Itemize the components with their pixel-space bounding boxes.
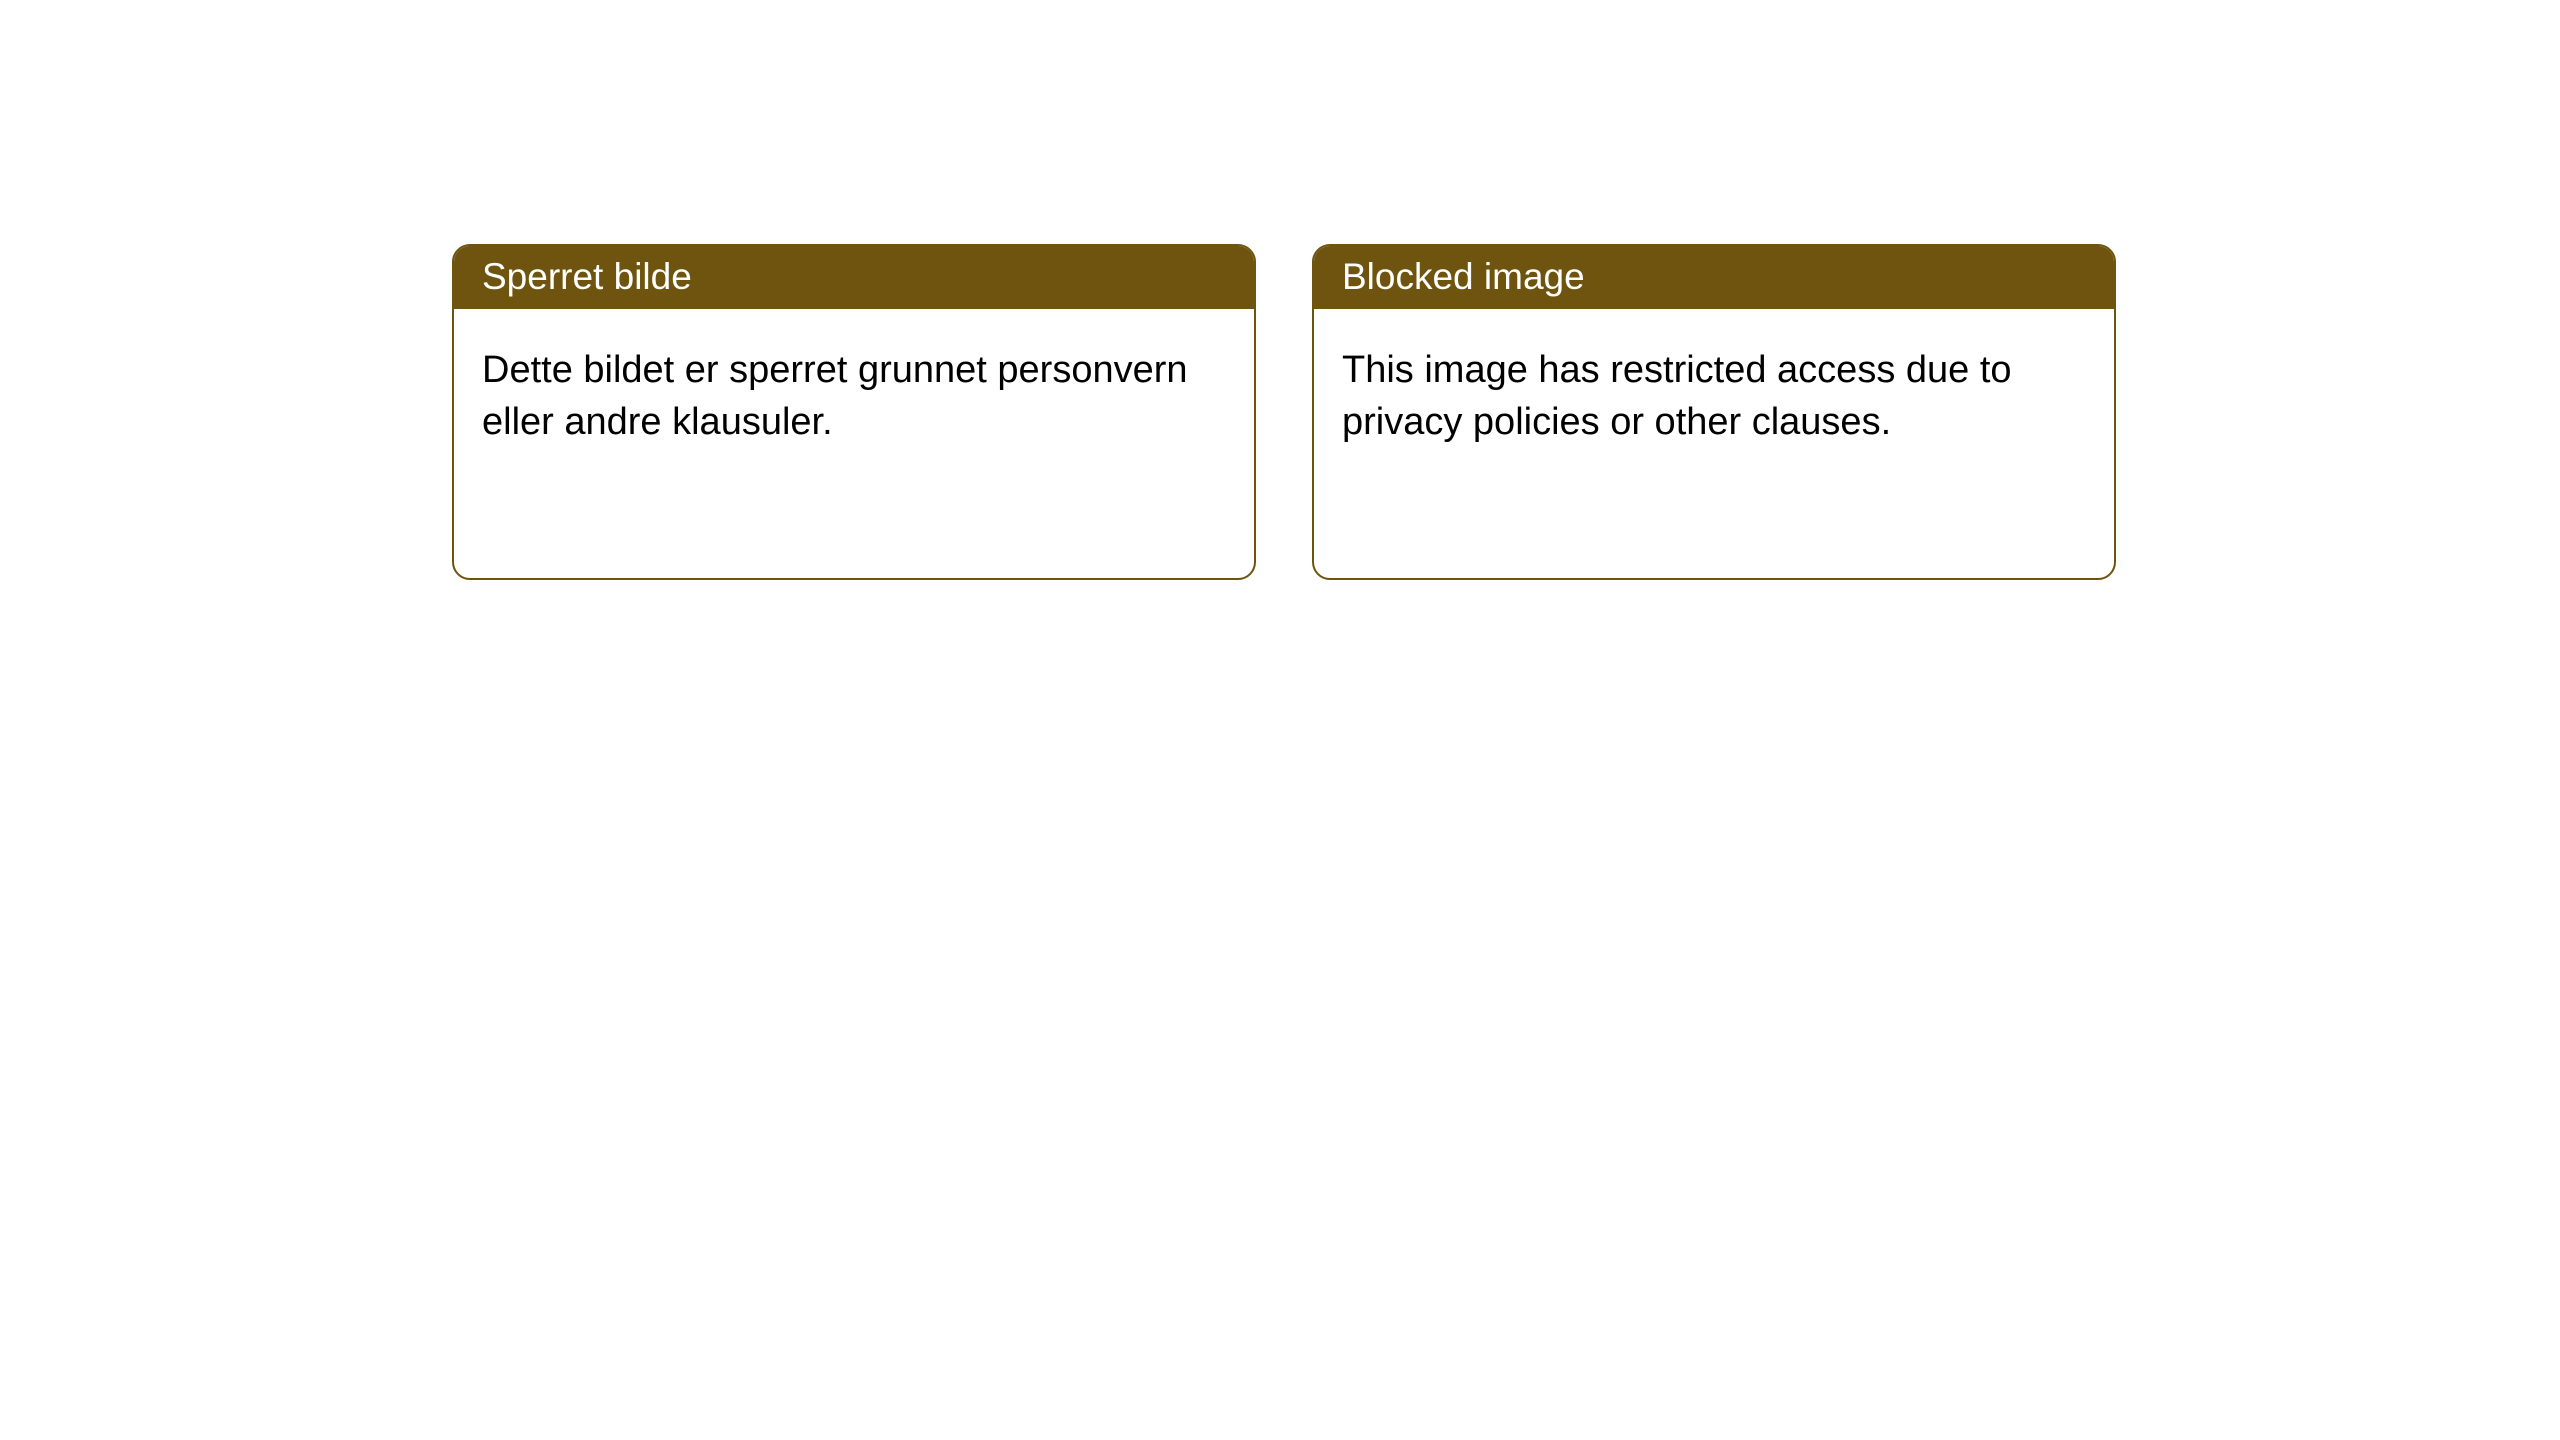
- notice-title-no: Sperret bilde: [454, 246, 1254, 309]
- notice-title-en: Blocked image: [1314, 246, 2114, 309]
- notice-body-en: This image has restricted access due to …: [1314, 309, 2114, 476]
- notice-card-no: Sperret bilde Dette bildet er sperret gr…: [452, 244, 1256, 580]
- notice-card-en: Blocked image This image has restricted …: [1312, 244, 2116, 580]
- notice-body-no: Dette bildet er sperret grunnet personve…: [454, 309, 1254, 476]
- notice-container: Sperret bilde Dette bildet er sperret gr…: [0, 0, 2560, 580]
